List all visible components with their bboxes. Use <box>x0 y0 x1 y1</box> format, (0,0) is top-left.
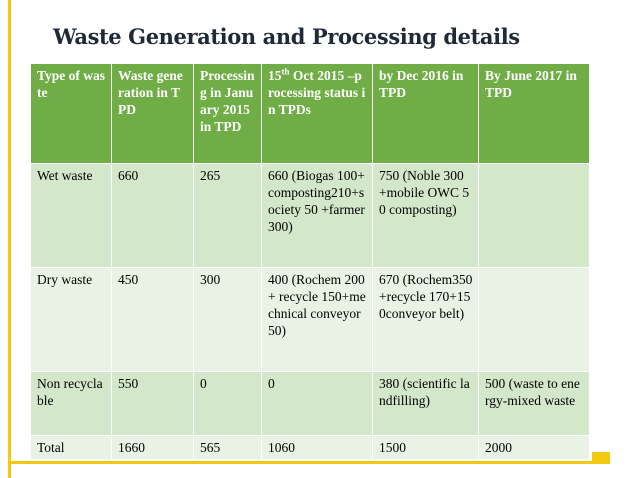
table-cell: Total <box>30 435 112 460</box>
left-accent-bar <box>8 0 11 478</box>
table-cell: 2000 <box>478 435 590 460</box>
table-cell: 380 (scientific landfilling) <box>372 371 479 436</box>
table-row: Dry waste 450 300 400 (Rochem 200+ recyc… <box>30 267 590 372</box>
table-cell: Wet waste <box>30 163 112 268</box>
table-cell: 265 <box>193 163 262 268</box>
header-type-of-waste: Type of waste <box>30 63 112 164</box>
table-cell: 1060 <box>261 435 373 460</box>
bottom-accent-line <box>8 461 592 464</box>
table-cell: 500 (waste to energy-mixed waste <box>478 371 590 436</box>
table-cell: 660 <box>111 163 194 268</box>
table-row: Total 1660 565 1060 1500 2000 <box>30 435 590 460</box>
table-cell: 670 (Rochem350 +recycle 170+150conveyor … <box>372 267 479 372</box>
table-cell: Dry waste <box>30 267 112 372</box>
table-cell <box>478 267 590 372</box>
header-dec-2016: by Dec 2016 in TPD <box>372 63 479 164</box>
table-cell: 565 <box>193 435 262 460</box>
table-cell: 660 (Biogas 100+composting210+society 50… <box>261 163 373 268</box>
table-cell: 300 <box>193 267 262 372</box>
table-cell: Non recyclable <box>30 371 112 436</box>
ordinal-superscript: th <box>281 66 290 77</box>
table-cell: 750 (Noble 300 +mobile OWC 50 composting… <box>372 163 479 268</box>
table-cell <box>478 163 590 268</box>
table-row: Non recyclable 550 0 0 380 (scientific l… <box>30 371 590 436</box>
table-cell: 0 <box>261 371 373 436</box>
table-cell: 400 (Rochem 200+ recycle 150+mechnical c… <box>261 267 373 372</box>
header-processing-jan-2015: Processing in January 2015 in TPD <box>193 63 262 164</box>
waste-table: Type of waste Waste generation in TPD Pr… <box>30 63 590 460</box>
bottom-accent-block <box>592 452 610 464</box>
table-header-row: Type of waste Waste generation in TPD Pr… <box>30 63 590 164</box>
header-oct-2015-status: 15th Oct 2015 –processing status in TPDs <box>261 63 373 164</box>
table-cell: 1660 <box>111 435 194 460</box>
table-cell: 450 <box>111 267 194 372</box>
header-june-2017: By June 2017 in TPD <box>478 63 590 164</box>
table-row: Wet waste 660 265 660 (Biogas 100+compos… <box>30 163 590 268</box>
table-cell: 0 <box>193 371 262 436</box>
table-cell: 1500 <box>372 435 479 460</box>
slide-title: Waste Generation and Processing details <box>53 24 520 49</box>
table-cell: 550 <box>111 371 194 436</box>
header-waste-generation: Waste generation in TPD <box>111 63 194 164</box>
